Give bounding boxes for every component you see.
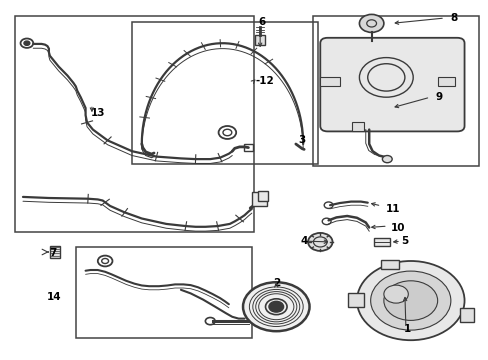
Bar — [251, 192, 266, 206]
Bar — [15, 16, 254, 232]
Bar — [255, 35, 264, 45]
Text: 7: 7 — [49, 248, 56, 258]
Bar — [437, 77, 454, 86]
Text: 6: 6 — [258, 17, 264, 27]
Circle shape — [243, 282, 309, 331]
Text: 1: 1 — [403, 324, 410, 334]
Text: -12: -12 — [255, 76, 274, 86]
Text: 10: 10 — [390, 222, 405, 233]
FancyBboxPatch shape — [320, 38, 464, 131]
Circle shape — [383, 285, 407, 303]
Circle shape — [268, 301, 283, 312]
Circle shape — [307, 233, 332, 251]
Text: 4: 4 — [300, 236, 307, 246]
Text: 9: 9 — [434, 92, 442, 102]
Circle shape — [370, 271, 450, 330]
Circle shape — [383, 281, 437, 320]
Text: 5: 5 — [400, 236, 407, 246]
Bar — [243, 144, 253, 151]
Circle shape — [24, 41, 30, 45]
Bar — [320, 77, 339, 86]
Bar — [50, 246, 60, 258]
Text: 2: 2 — [272, 278, 279, 288]
Text: 14: 14 — [46, 292, 61, 302]
Bar — [351, 122, 364, 131]
Text: 13: 13 — [90, 108, 105, 118]
Bar — [373, 238, 389, 246]
Bar — [132, 22, 317, 164]
Bar — [149, 153, 158, 159]
Bar — [257, 191, 268, 201]
Text: 11: 11 — [386, 204, 400, 214]
Text: 8: 8 — [449, 13, 456, 23]
Circle shape — [356, 261, 464, 340]
Bar — [76, 247, 251, 338]
Circle shape — [359, 14, 383, 32]
Text: 3: 3 — [298, 135, 305, 145]
Bar — [459, 308, 473, 322]
Bar — [381, 260, 398, 269]
Circle shape — [382, 156, 391, 163]
Bar — [312, 16, 478, 166]
Bar — [302, 147, 309, 153]
Bar — [347, 293, 363, 307]
